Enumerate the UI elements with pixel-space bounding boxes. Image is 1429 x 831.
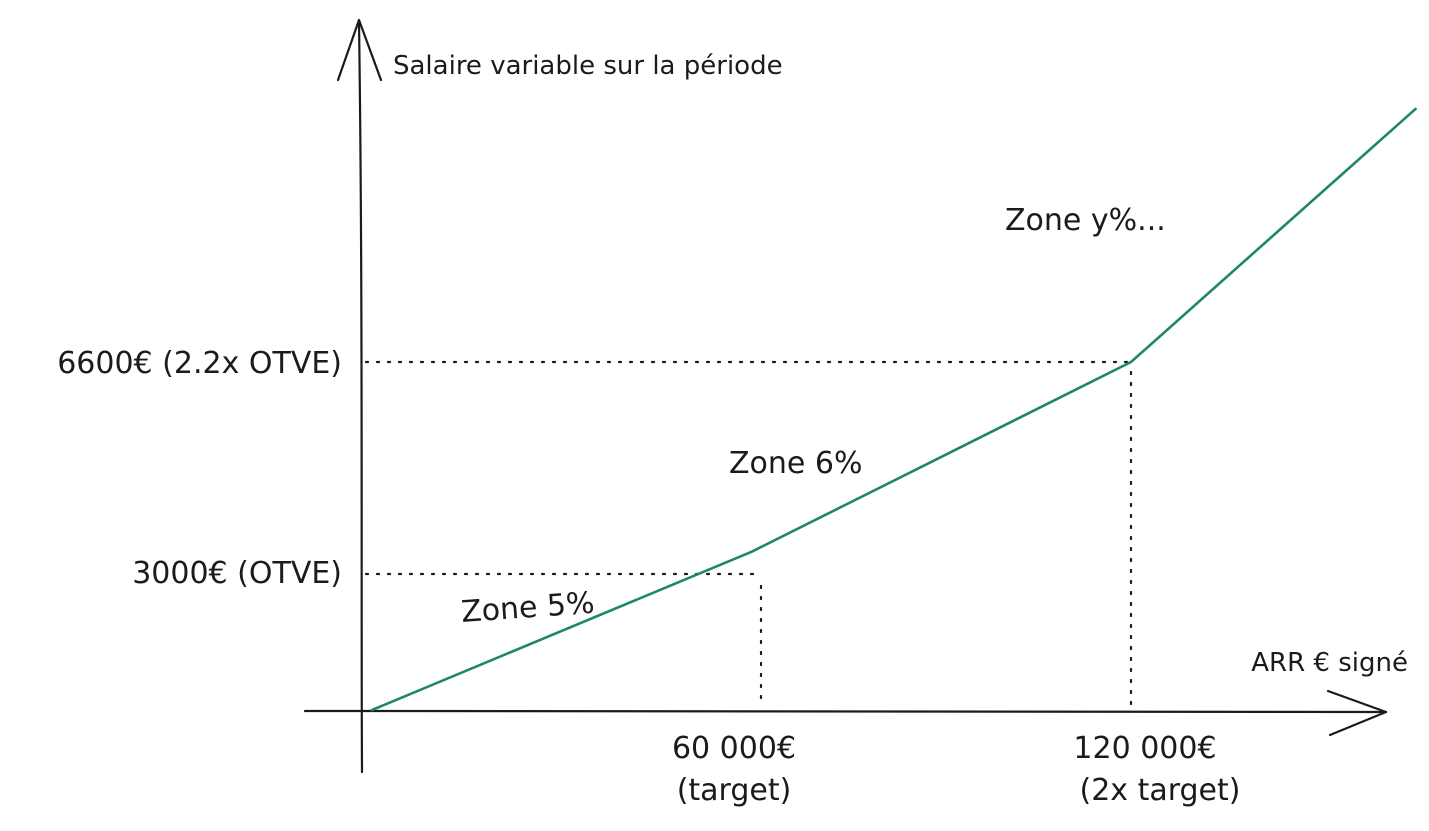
zone-6-label: Zone 6% bbox=[729, 446, 863, 481]
x-axis-arrowhead bbox=[1326, 689, 1388, 737]
x-axis-title: ARR € signé bbox=[1251, 648, 1408, 678]
guide-lines bbox=[364, 360, 1133, 707]
y-axis-title: Salaire variable sur la période bbox=[393, 51, 783, 81]
x-tick-120000: 120 000€ (2x target) bbox=[1073, 731, 1240, 808]
x-axis-line bbox=[303, 709, 1388, 714]
x-tick-sublabel-2x-target: (2x target) bbox=[1079, 773, 1240, 808]
zone-y-label: Zone y%... bbox=[1005, 203, 1166, 238]
zone-5-label: Zone 5% bbox=[460, 586, 596, 630]
y-axis-arrowhead bbox=[336, 18, 383, 82]
y-tick-label-6600: 6600€ (2.2x OTVE) bbox=[57, 346, 342, 381]
x-tick-label-60000: 60 000€ bbox=[672, 731, 796, 766]
x-axis bbox=[303, 689, 1388, 737]
x-tick-60000: 60 000€ (target) bbox=[672, 731, 796, 808]
y-tick-label-3000: 3000€ (OTVE) bbox=[132, 556, 342, 591]
y-axis-line bbox=[357, 20, 364, 774]
y-axis bbox=[336, 18, 383, 774]
x-tick-sublabel-target: (target) bbox=[677, 773, 792, 808]
x-tick-label-120000: 120 000€ bbox=[1073, 731, 1216, 766]
commission-curve-line bbox=[370, 107, 1417, 712]
